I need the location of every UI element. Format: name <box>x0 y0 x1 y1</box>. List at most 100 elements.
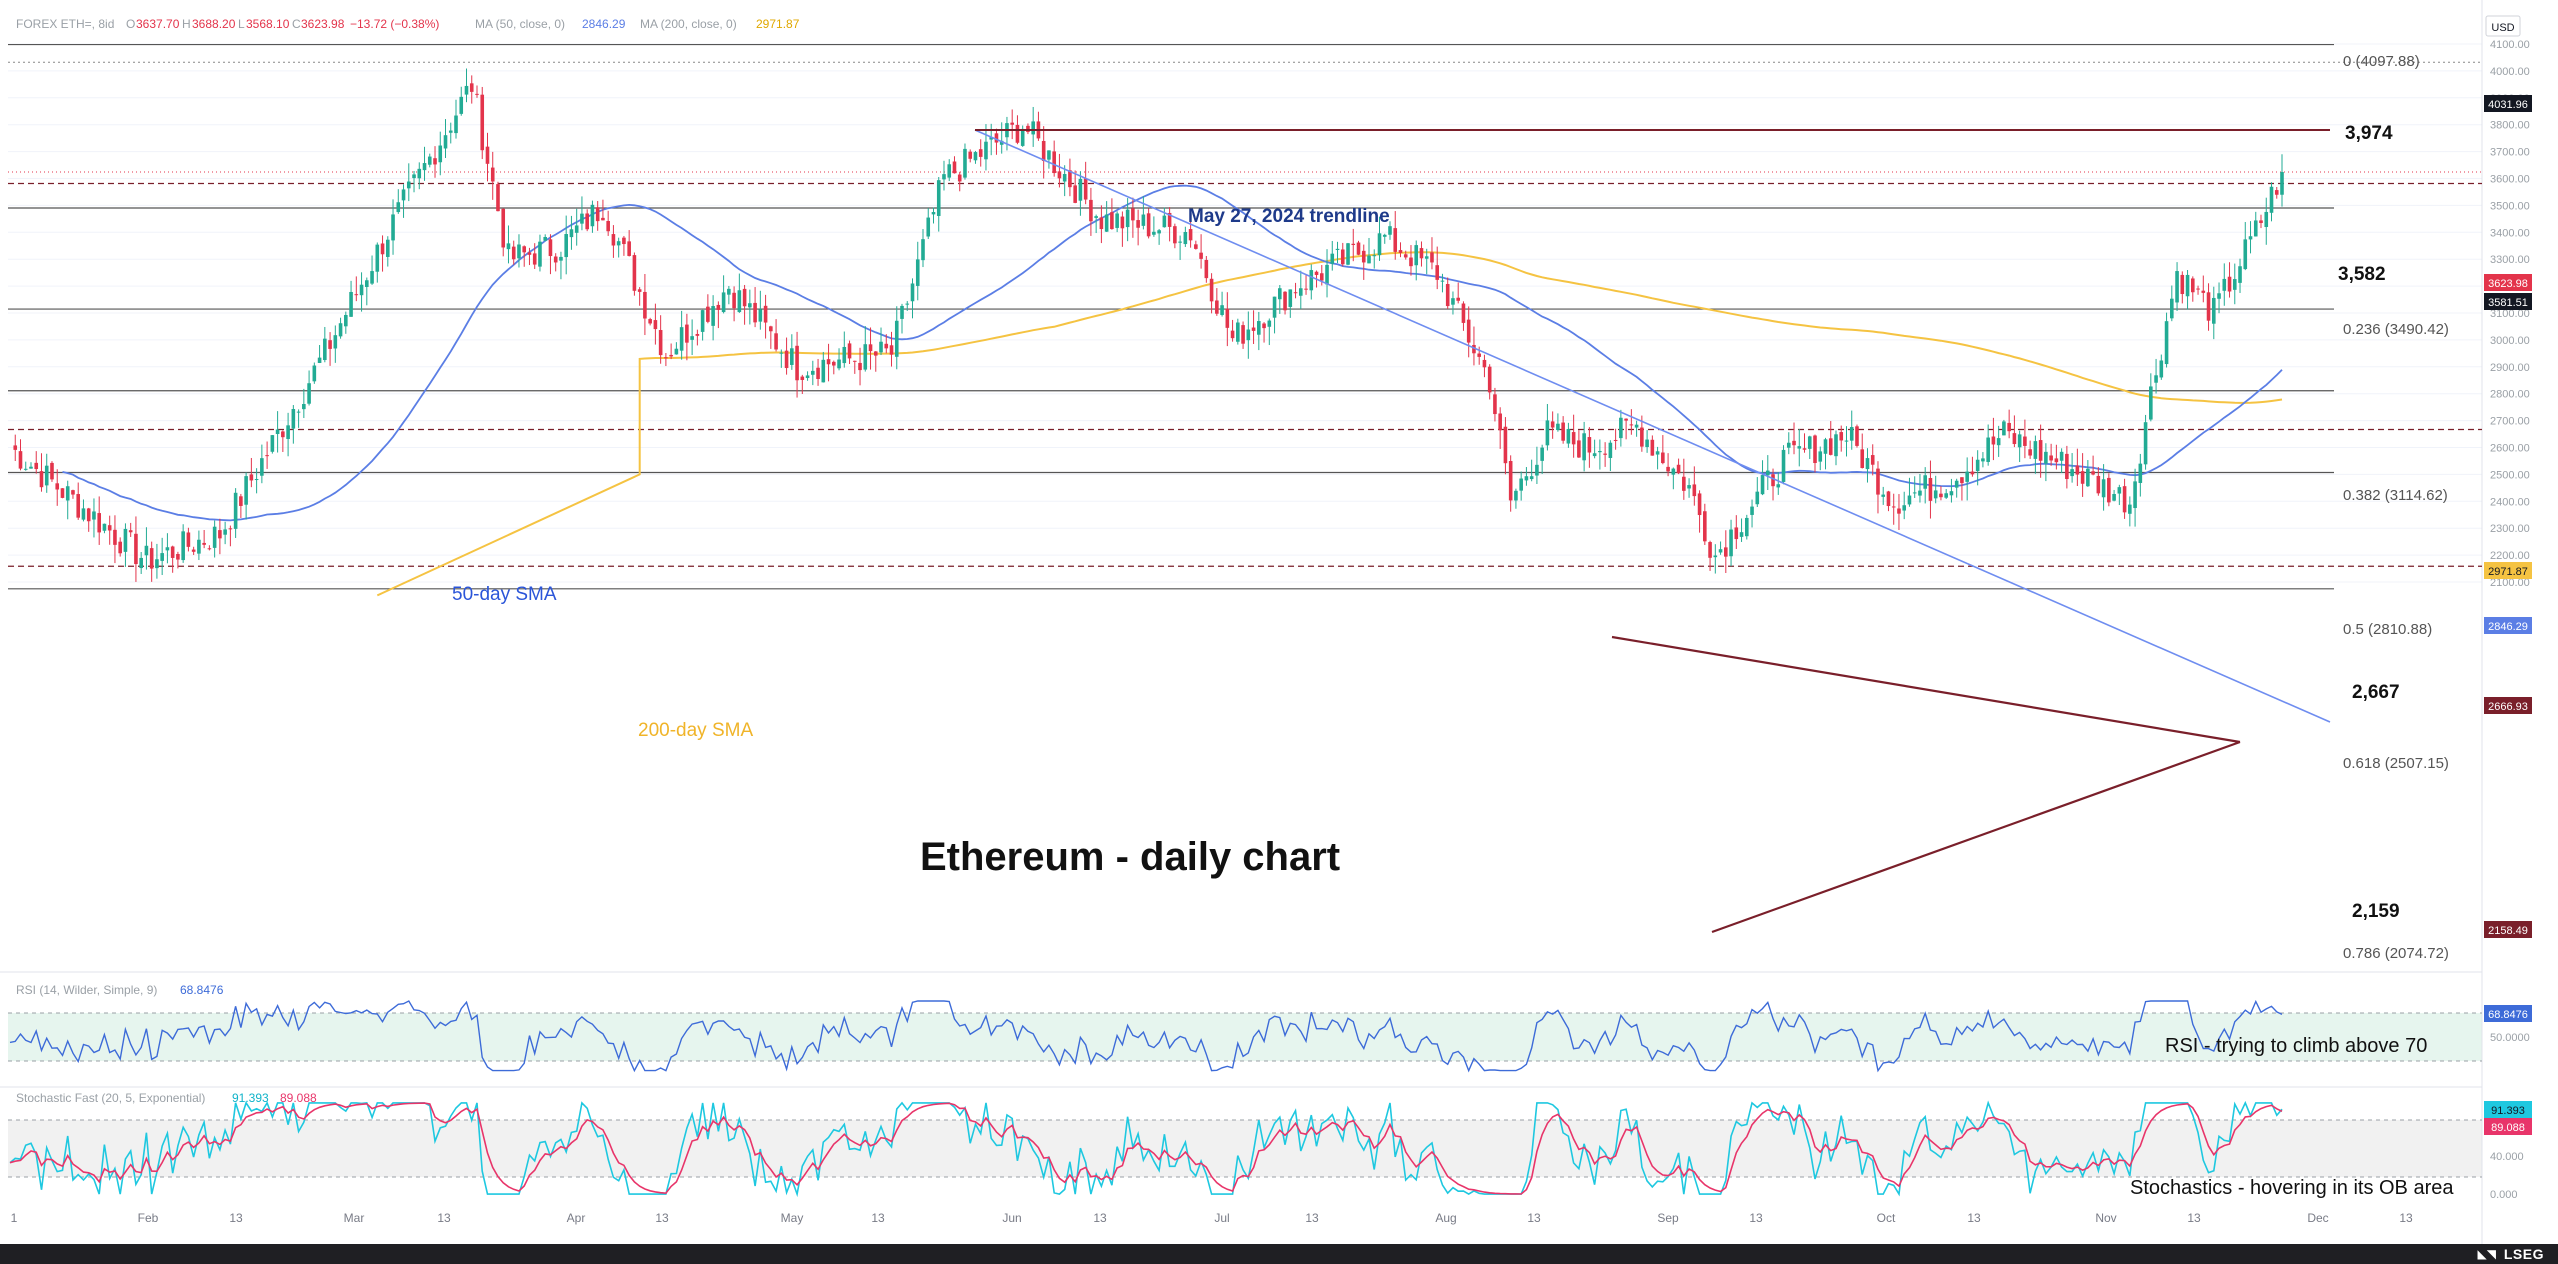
candle-body <box>1771 474 1775 487</box>
candle-body <box>302 403 306 410</box>
candle-body <box>1755 491 1760 505</box>
candle-body <box>144 545 149 556</box>
candle-body <box>1215 300 1219 314</box>
time-tick-label: Jun <box>1002 1211 1021 1225</box>
svg-text:2158.49: 2158.49 <box>2488 925 2528 937</box>
time-tick-label: 13 <box>437 1211 451 1225</box>
triangle-lower[interactable] <box>1711 740 2241 934</box>
candle-body <box>391 214 395 241</box>
candle-body <box>2128 504 2132 514</box>
candle-body <box>1514 490 1518 501</box>
candle-body <box>1031 121 1035 135</box>
candle-body <box>2017 434 2022 448</box>
candle-body <box>443 135 448 149</box>
candle-body <box>595 207 600 222</box>
level-2667-label: 2,667 <box>2352 682 2400 703</box>
badge-2666: 2666.93 <box>2484 697 2532 714</box>
candle-body <box>763 305 768 323</box>
candle-body <box>1199 252 1203 259</box>
rsi-header-value: 68.8476 <box>180 983 224 997</box>
candle-body <box>1970 471 1975 475</box>
candle-body <box>1503 426 1508 464</box>
candle-body <box>1556 423 1560 431</box>
footer-bar: ◣◥ LSEG <box>0 1244 2558 1264</box>
candle-body <box>1996 438 2001 446</box>
time-tick-label: 13 <box>1305 1211 1319 1225</box>
candle-body <box>496 184 500 212</box>
candle-body <box>553 256 558 263</box>
candle-body <box>2033 441 2038 459</box>
candle-body <box>1167 212 1172 227</box>
stoch-d-line <box>9 1102 2283 1195</box>
candle-body <box>1057 171 1062 179</box>
candle-body <box>286 425 290 439</box>
candle-body <box>328 340 332 349</box>
currency-badge[interactable] <box>2485 15 2521 37</box>
candle-body <box>270 435 275 452</box>
candle-body <box>1461 303 1466 323</box>
candle-body <box>695 333 700 336</box>
candle-body <box>1241 325 1245 344</box>
candle-body <box>879 341 883 353</box>
price-tick-label: 3500.00 <box>2490 200 2530 212</box>
candle-body <box>155 559 159 569</box>
stoch-annotation: Stochastics - hovering in its OB area <box>2130 1177 2454 1199</box>
candle-body <box>480 94 485 151</box>
candle-body <box>632 255 637 291</box>
rsi-header-label: RSI (14, Wilder, Simple, 9) <box>16 983 157 997</box>
level-3974-label: 3,974 <box>2345 123 2393 144</box>
candle-body <box>1330 253 1335 264</box>
candle-body <box>1477 353 1481 357</box>
candle-body <box>658 330 663 356</box>
candle-body <box>637 289 642 292</box>
candle-body <box>1865 458 1870 470</box>
triangle-upper[interactable] <box>1611 635 2241 744</box>
candle-body <box>65 486 70 501</box>
candle-body <box>97 513 102 533</box>
candle-body <box>679 327 684 351</box>
candle-body <box>2211 297 2216 324</box>
candle-body <box>1713 555 1718 558</box>
candle-body <box>1498 413 1502 431</box>
horizontal-levels <box>8 43 2482 590</box>
candle-body <box>2170 298 2174 319</box>
trendline-may27[interactable] <box>974 129 2331 723</box>
trendline-annotation: May 27, 2024 trendline <box>1188 206 1390 227</box>
legend-change: −13.72 (−0.38%) <box>350 17 439 31</box>
candle-body <box>517 244 521 259</box>
candle-body <box>1026 125 1030 133</box>
candle-body <box>1251 327 1256 331</box>
fib-236-label: 0.236 (3490.42) <box>2343 321 2449 338</box>
candle-body <box>291 409 296 429</box>
candle-body <box>1409 257 1413 267</box>
price-tick-label: 2800.00 <box>2490 389 2530 401</box>
candle-body <box>2206 292 2211 321</box>
candle-body <box>2190 278 2195 293</box>
candle-body <box>2248 236 2253 240</box>
candle-body <box>1262 323 1266 329</box>
badge-2846: 2846.29 <box>2484 617 2532 634</box>
candle-body <box>1131 208 1135 221</box>
candle-body <box>2096 475 2101 494</box>
candle-body <box>2243 239 2248 270</box>
candle-body <box>1655 451 1660 455</box>
legend-h-label: H <box>182 17 191 31</box>
candle-body <box>984 141 988 160</box>
candle-body <box>2217 293 2221 299</box>
candle-body <box>999 140 1004 145</box>
candle-body <box>506 243 511 250</box>
candle-body <box>1440 280 1445 282</box>
candle-body <box>1734 527 1739 540</box>
time-axis-ticks: 1 Feb 13 Mar 13 Apr 13 May 13 Jun 13 Jul 13 Aug 13 Sep 1… <box>11 1211 2413 1225</box>
candle-body <box>706 306 710 322</box>
candle-body <box>1577 440 1581 458</box>
level-3582-label: 3,582 <box>2338 264 2386 285</box>
candle-body <box>611 234 616 246</box>
candle-body <box>139 557 143 569</box>
candle-body <box>842 346 847 364</box>
stoch-k-line <box>9 1100 2283 1198</box>
candle-body <box>643 291 647 319</box>
candle-body <box>1209 278 1214 302</box>
candle-body <box>1907 495 1912 505</box>
